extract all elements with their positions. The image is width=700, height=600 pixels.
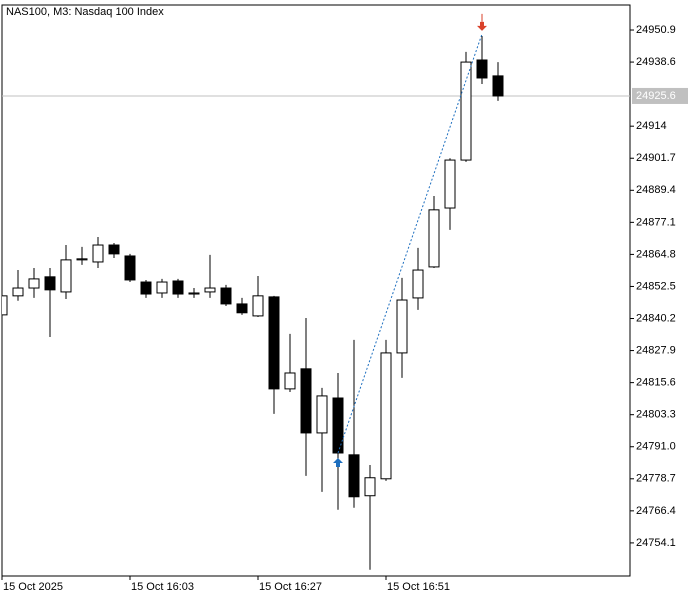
plot-area (2, 13, 630, 570)
candle-body (316, 395, 328, 434)
candle-body (428, 209, 440, 268)
y-tick-label: 24827.9 (636, 344, 676, 356)
y-tick-label: 24864.8 (636, 248, 676, 260)
candle-body (332, 397, 344, 454)
candle-body (444, 159, 456, 209)
candle-body (172, 280, 184, 295)
candle-body (252, 295, 264, 317)
candle-body (140, 281, 152, 295)
candle-body (2, 295, 8, 316)
current-price-box (632, 87, 688, 104)
y-tick-label: 24914 (636, 120, 667, 132)
candle-body (364, 477, 376, 497)
candle-body (76, 258, 88, 261)
candle-body (460, 61, 472, 161)
candle-body (28, 278, 40, 289)
candle-body (220, 287, 232, 305)
candle-body (492, 75, 504, 97)
candle-body (380, 352, 392, 480)
y-tick-label: 24840.2 (636, 312, 676, 324)
y-tick-label: 24766.4 (636, 505, 676, 517)
candle-body (60, 259, 72, 293)
current-price-label: 24925.6 (636, 90, 676, 102)
chart-title: NAS100, M3: Nasdaq 100 Index (6, 6, 164, 18)
candle-body (44, 276, 56, 291)
candle-body (12, 287, 24, 297)
x-tick-label: 15 Oct 16:51 (387, 581, 450, 593)
y-tick-label: 24889.4 (636, 184, 676, 196)
x-tick-label: 15 Oct 16:27 (259, 581, 322, 593)
y-tick-label: 24877.1 (636, 216, 676, 228)
candle-body (300, 368, 312, 434)
y-tick-label: 24938.6 (636, 56, 676, 68)
candle-body (412, 269, 424, 299)
sell-arrow (477, 21, 487, 31)
candle-body (204, 287, 216, 293)
candle-body (476, 59, 488, 79)
y-tick-label: 24950.9 (636, 24, 676, 36)
candle-body (156, 281, 168, 294)
y-tick-label: 24791.0 (636, 441, 676, 453)
candle-body (124, 255, 136, 281)
y-tick-label: 24815.6 (636, 377, 676, 389)
candle-body (396, 299, 408, 354)
buy-arrow (333, 457, 343, 467)
y-tick-label: 24901.7 (636, 152, 676, 164)
candle-body (284, 372, 296, 390)
candle-body (108, 244, 120, 255)
y-tick-label: 24803.3 (636, 409, 676, 421)
x-tick-label: 15 Oct 16:03 (131, 581, 194, 593)
candle-body (348, 454, 360, 498)
y-tick-label: 24852.5 (636, 280, 676, 292)
candle-body (236, 303, 248, 314)
x-tick-label: 15 Oct 2025 (3, 581, 63, 593)
y-tick-label: 24778.7 (636, 473, 676, 485)
plot-frame (1, 4, 631, 577)
y-tick-label: 24754.1 (636, 537, 676, 549)
candle-body (268, 296, 280, 390)
candle-body (92, 244, 104, 263)
candle-body (188, 292, 200, 295)
trade-line (337, 33, 483, 454)
